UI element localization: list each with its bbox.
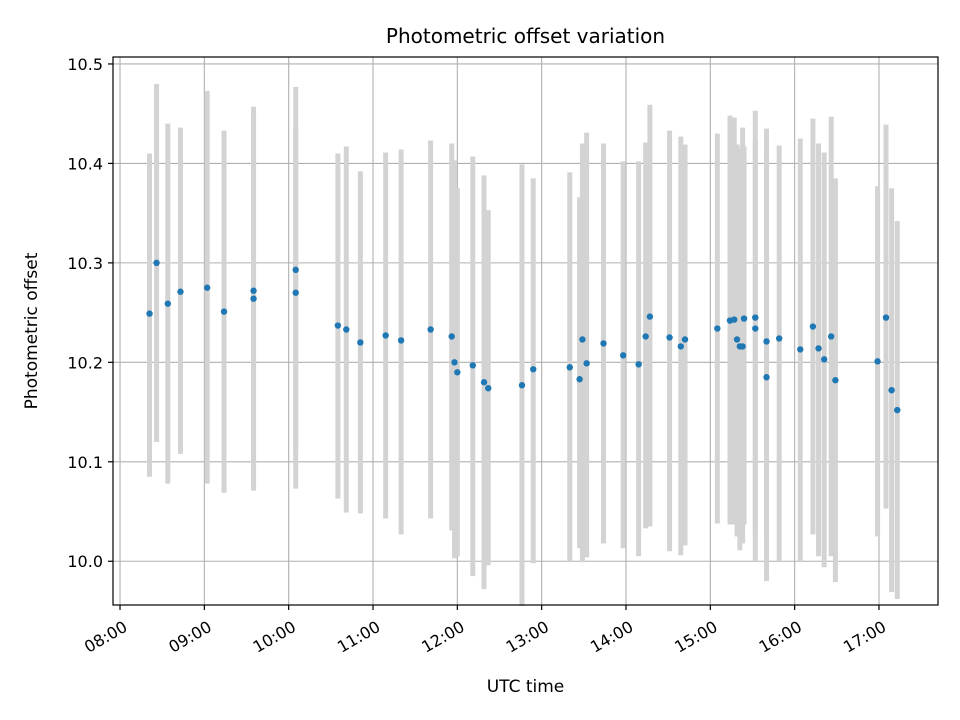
- data-point: [454, 369, 461, 376]
- data-point: [646, 313, 654, 320]
- data-point: [763, 374, 770, 381]
- data-point: [820, 356, 828, 363]
- data-point: [566, 364, 573, 371]
- data-point: [164, 300, 172, 307]
- axis-ticks: 08:00 09:00 10:00 11:00 12:00 13:00 14:00 15:00…: [67, 55, 889, 657]
- x-tick-label: 14:00: [587, 617, 636, 657]
- y-axis-title: Photometric offset: [22, 252, 42, 409]
- data-point: [469, 362, 476, 369]
- data-point: [480, 379, 488, 386]
- data-point: [250, 287, 257, 294]
- x-tick-label: 10:00: [250, 617, 299, 657]
- data-point: [642, 333, 649, 340]
- data-point: [448, 333, 455, 340]
- data-point: [518, 382, 526, 389]
- data-point: [250, 295, 257, 302]
- data-point: [357, 339, 364, 346]
- data-point: [752, 314, 759, 321]
- x-tick-label: 09:00: [165, 617, 214, 657]
- data-point: [666, 334, 673, 341]
- data-point: [600, 340, 607, 347]
- data-point: [153, 259, 160, 267]
- data-point: [809, 323, 817, 330]
- y-tick-label: 10.2: [67, 353, 103, 372]
- data-point: [752, 325, 759, 332]
- data-point: [763, 338, 770, 345]
- data-point: [485, 384, 492, 392]
- data-point: [203, 284, 211, 291]
- data-point: [733, 336, 741, 343]
- y-tick-label: 10.3: [67, 254, 103, 273]
- data-point: [427, 326, 434, 333]
- x-tick-label: 15:00: [671, 617, 720, 657]
- data-point: [714, 325, 721, 332]
- data-point: [874, 358, 881, 365]
- x-axis-title: UTC time: [487, 677, 565, 697]
- data-points: [146, 259, 901, 414]
- data-point: [292, 289, 299, 296]
- x-tick-label: 17:00: [840, 617, 889, 657]
- data-point: [451, 359, 458, 366]
- data-point: [146, 310, 153, 317]
- plot-frame: [112, 56, 939, 606]
- y-tick-label: 10.0: [67, 552, 103, 571]
- data-point: [739, 343, 746, 350]
- x-tick-label: 13:00: [503, 617, 552, 657]
- data-point: [677, 343, 685, 350]
- data-point: [397, 337, 405, 344]
- data-point: [740, 315, 748, 322]
- x-tick-label: 11:00: [334, 617, 383, 657]
- data-point: [334, 322, 342, 329]
- data-point: [343, 326, 350, 333]
- data-point: [681, 336, 689, 343]
- data-point: [731, 316, 738, 323]
- data-point: [579, 336, 586, 343]
- data-point: [832, 377, 839, 384]
- data-point: [797, 346, 804, 353]
- data-point: [894, 406, 901, 414]
- data-point: [292, 266, 299, 274]
- data-point: [220, 308, 228, 315]
- x-tick-label: 16:00: [756, 617, 805, 657]
- chart-title: Photometric offset variation: [386, 24, 665, 48]
- data-point: [882, 314, 890, 321]
- y-tick-label: 10.5: [67, 55, 103, 74]
- data-point: [815, 345, 822, 352]
- data-point: [576, 376, 583, 383]
- data-point: [775, 335, 783, 342]
- data-point: [619, 352, 627, 359]
- data-point: [177, 288, 184, 295]
- y-tick-label: 10.1: [67, 453, 103, 472]
- x-tick-label: 08:00: [81, 617, 130, 657]
- data-point: [382, 332, 389, 339]
- error-bars: [147, 83, 900, 606]
- data-point: [635, 361, 642, 368]
- data-point: [827, 333, 835, 340]
- data-point: [530, 366, 537, 373]
- y-tick-label: 10.4: [67, 154, 103, 173]
- data-point: [583, 360, 590, 367]
- x-tick-label: 12:00: [418, 617, 467, 657]
- data-point: [888, 386, 895, 394]
